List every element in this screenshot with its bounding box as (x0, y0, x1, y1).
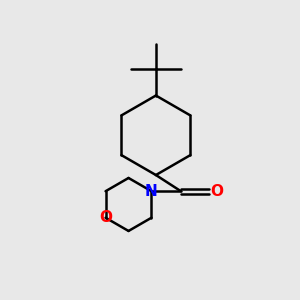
Text: O: O (210, 184, 224, 199)
Text: O: O (99, 210, 112, 225)
Text: N: N (145, 184, 158, 199)
